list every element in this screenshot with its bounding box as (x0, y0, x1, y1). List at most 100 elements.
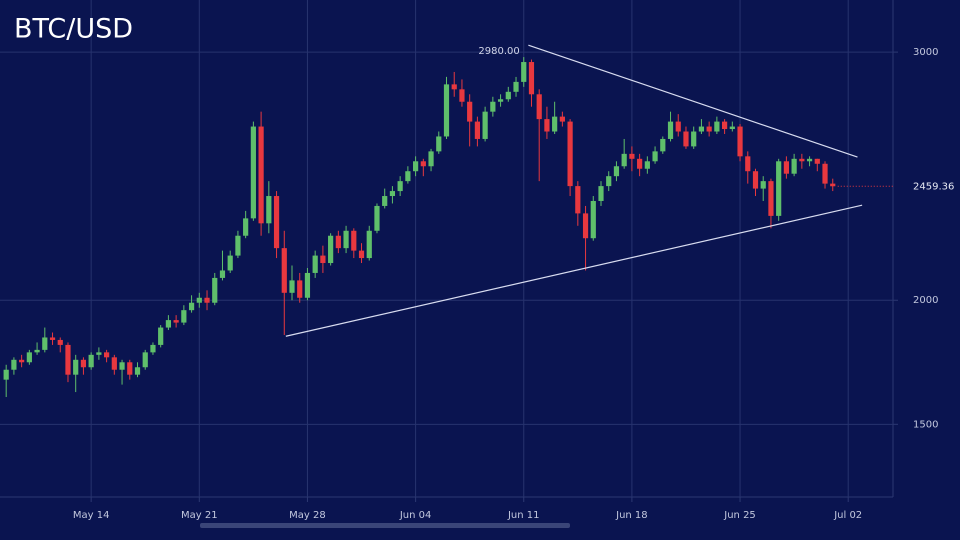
candle-body (150, 344, 156, 353)
candle-body (96, 352, 102, 355)
candle-body (382, 196, 388, 206)
candle-body (729, 126, 735, 130)
candle-body (521, 62, 527, 82)
candle-body (675, 121, 681, 132)
candle-body (443, 84, 450, 137)
candle-body (134, 367, 141, 375)
candle-body (667, 121, 674, 139)
candle-body (266, 196, 272, 224)
candle-body (204, 297, 210, 303)
candle-body (127, 362, 133, 375)
candle-body (745, 156, 751, 172)
candle-body (621, 153, 627, 167)
candle-body (760, 181, 766, 189)
candle-body (474, 121, 480, 139)
candle-body (273, 196, 280, 249)
candle-body (776, 161, 782, 216)
candle-body (606, 176, 612, 187)
candle-body (227, 255, 233, 271)
candle-body (304, 272, 311, 298)
candle-body (590, 200, 596, 239)
x-tick-label: May 21 (181, 510, 218, 521)
candle-body (320, 255, 326, 264)
candle-body (436, 136, 442, 152)
candle-body (737, 126, 743, 157)
candle-body (389, 191, 396, 197)
candle-body (3, 369, 9, 380)
x-tick-label: Jun 04 (399, 510, 432, 521)
candle-body (57, 339, 63, 345)
scrollbar[interactable] (200, 523, 570, 528)
candle-body (351, 230, 357, 251)
x-tick-label: Jul 02 (833, 510, 862, 521)
candle-body (497, 99, 504, 102)
candle-body (706, 126, 712, 132)
candle-body (783, 161, 789, 174)
candle-body (660, 138, 666, 152)
candle-body (598, 186, 604, 201)
candle-body (42, 337, 48, 350)
candle-body (119, 362, 125, 370)
candle-body (467, 101, 473, 122)
candle-body (552, 116, 558, 132)
y-tick-label: 1500 (913, 419, 938, 430)
candle-body (343, 230, 349, 249)
candle-body (683, 131, 689, 147)
candle-body (528, 62, 535, 95)
candle-body (791, 158, 797, 174)
candle-body (490, 101, 496, 112)
candle-body (814, 158, 820, 164)
candle-body (830, 183, 836, 187)
candle-body (513, 81, 519, 92)
last-price-label: 2459.36 (913, 181, 954, 192)
candle-body (613, 166, 620, 177)
candle-body (799, 158, 805, 162)
last-price-box (896, 177, 958, 196)
candle-body (312, 255, 318, 273)
candle-body (19, 359, 25, 363)
candle-body (420, 161, 426, 167)
candle-body (567, 121, 573, 187)
candle-body (243, 218, 249, 236)
candle-body (158, 327, 164, 345)
candle-body (459, 89, 465, 102)
candle-body (691, 131, 697, 147)
candle-body (104, 352, 110, 358)
candle-body (482, 111, 488, 139)
candle-body (405, 171, 411, 182)
candle-body (250, 126, 256, 219)
candle-body (413, 161, 419, 172)
candle-body (34, 349, 40, 353)
candle-body (335, 235, 341, 249)
candle-body (374, 205, 380, 231)
candle-body (698, 126, 705, 132)
candle-body (752, 171, 759, 189)
candle-body (768, 181, 774, 216)
candle-body (11, 359, 17, 370)
candle-body (644, 161, 650, 169)
candle-body (235, 235, 241, 256)
candle-body (49, 337, 56, 340)
candle-body (397, 181, 403, 192)
x-tick-label: Jun 11 (507, 510, 540, 521)
candle-body (806, 158, 813, 162)
candle-body (358, 250, 365, 259)
candle-body (559, 116, 565, 122)
candle-body (181, 310, 187, 323)
candle-body (212, 277, 218, 303)
trend-line (528, 44, 858, 158)
chart-title: BTC/USD (14, 14, 133, 45)
candle-body (173, 320, 179, 323)
candle-body (328, 235, 334, 264)
candle-body (73, 359, 79, 375)
candle-body (142, 352, 148, 368)
x-tick-label: Jun 25 (723, 510, 756, 521)
candle-body (505, 91, 511, 100)
x-tick-label: May 28 (289, 510, 326, 521)
candle-body (575, 186, 581, 214)
candle-body (258, 126, 264, 224)
candle-body (721, 121, 728, 130)
candle-body (652, 151, 658, 162)
candle-body (451, 84, 457, 90)
